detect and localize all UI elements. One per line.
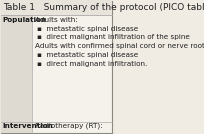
FancyBboxPatch shape [1,122,32,133]
FancyBboxPatch shape [1,0,112,15]
Text: ▪  direct malignant infiltration.: ▪ direct malignant infiltration. [38,61,148,67]
Text: Table 1   Summary of the protocol (PICO table): Table 1 Summary of the protocol (PICO ta… [3,3,204,12]
Text: ▪  metastatic spinal disease: ▪ metastatic spinal disease [38,26,139,32]
Text: Radiotherapy (RT):: Radiotherapy (RT): [35,123,103,129]
Text: ▪  direct malignant infiltration of the spine: ▪ direct malignant infiltration of the s… [38,34,190,40]
Text: Adults with confirmed spinal cord or nerve root compre: Adults with confirmed spinal cord or ner… [35,43,204,49]
FancyBboxPatch shape [1,15,32,122]
FancyBboxPatch shape [1,1,112,133]
Text: Intervention: Intervention [3,123,54,129]
Text: ▪  metastatic spinal disease: ▪ metastatic spinal disease [38,52,139,58]
Text: Population: Population [3,17,47,23]
Text: Adults with:: Adults with: [35,17,78,23]
